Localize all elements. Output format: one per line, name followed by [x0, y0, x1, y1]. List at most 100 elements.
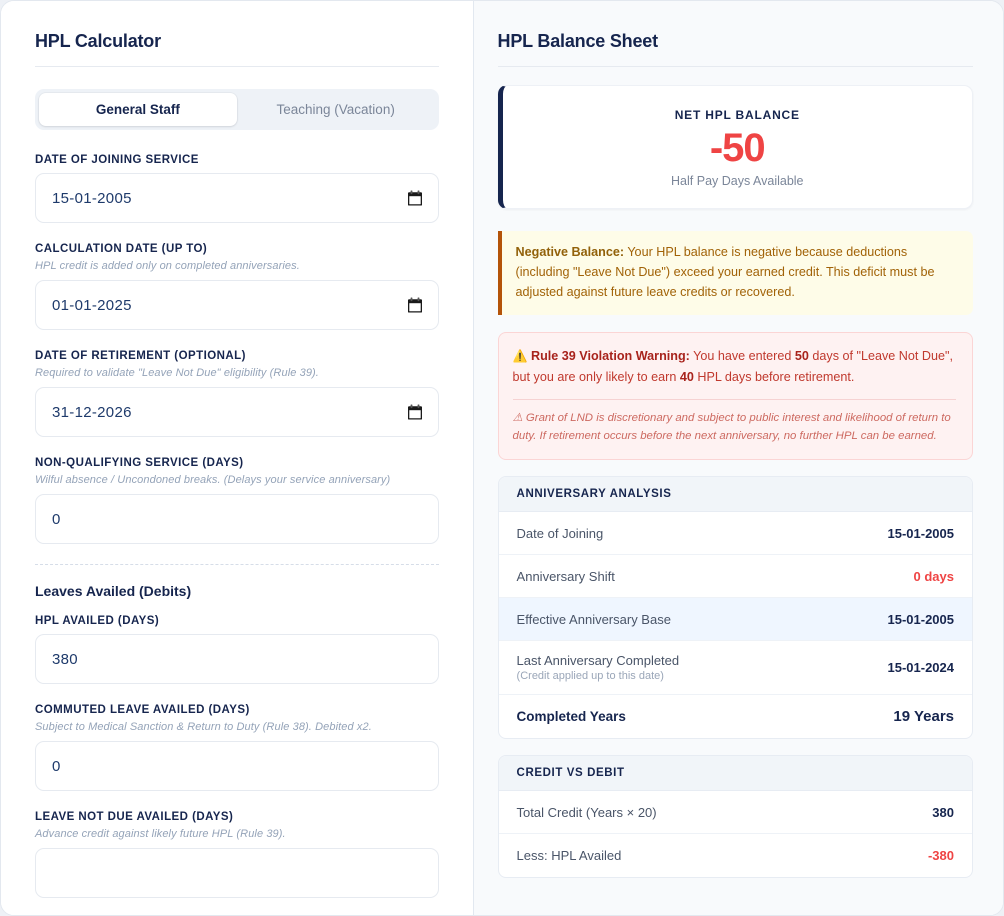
net-balance-card: NET HPL BALANCE -50 Half Pay Days Availa… [497, 85, 973, 209]
field-hint: Required to validate "Leave Not Due" eli… [35, 367, 319, 379]
row-label: Date of Joining [517, 526, 604, 541]
field-label: HPL AVAILED (DAYS) [35, 615, 160, 627]
row-value: 15-01-2005 [887, 611, 955, 627]
rule39-entered-days: 50 [794, 349, 809, 364]
field-label: LEAVE NOT DUE AVAILED (DAYS) [35, 811, 234, 823]
row-sublabel: (Credit applied up to this date) [516, 670, 664, 683]
input-value: 15-01-2005 [52, 189, 132, 207]
warning-triangle-icon: ⚠️ [512, 349, 528, 364]
field-date: DATE OF RETIREMENT (OPTIONAL) Required t… [35, 350, 439, 437]
table-row: Less: HPL Availed -380 [499, 834, 972, 877]
field-hint: HPL credit is added only on completed an… [35, 260, 300, 272]
negative-balance-alert: Negative Balance: Your HPL balance is ne… [497, 230, 973, 316]
primary-field-list: DATE OF JOINING SERVICE 15-01-2005 CALCU… [35, 154, 439, 544]
field-number: LEAVE NOT DUE AVAILED (DAYS) Advance cre… [35, 811, 439, 898]
rule39-alert-text-3: HPL days before retirement. [693, 369, 855, 384]
field-number: COMMUTED LEAVE AVAILED (DAYS) Subject to… [35, 704, 439, 791]
input-value: 01-01-2025 [52, 296, 132, 314]
table-row: Completed Years 19 Years [499, 695, 972, 738]
rule39-alert-text-2: days of "Leave Not Due", but you are onl… [512, 349, 953, 384]
field-number: NON-QUALIFYING SERVICE (DAYS) Wilful abs… [35, 457, 439, 544]
row-value: 380 [932, 804, 954, 820]
rule39-alert-title: Rule 39 Violation Warning: [531, 349, 690, 364]
field-label: DATE OF RETIREMENT (OPTIONAL) [35, 350, 246, 362]
rule39-alert-body: ⚠️ Rule 39 Violation Warning: You have e… [513, 346, 956, 386]
balance-sheet-title: HPL Balance Sheet [497, 31, 659, 51]
row-value: -380 [927, 848, 954, 864]
row-value: 15-01-2024 [887, 660, 955, 676]
staff-type-tabs: General Staff Teaching (Vacation) [35, 89, 439, 130]
summary-table: CREDIT VS DEBIT Total Credit (Years × 20… [497, 755, 973, 879]
input-value: 0 [52, 510, 61, 528]
row-label: Effective Anniversary Base [517, 612, 671, 627]
debit-field-list: HPL AVAILED (DAYS) 380 COMMUTED LEAVE AV… [35, 615, 439, 898]
row-value: 0 days [913, 568, 954, 584]
calendar-picker-icon[interactable] [407, 190, 422, 206]
field-label: DATE OF JOINING SERVICE [35, 154, 199, 166]
row-label-text: Less: HPL Availed [516, 848, 622, 864]
row-value: 15-01-2005 [887, 525, 955, 541]
row-label: Last Anniversary Completed (Credit applie… [517, 653, 680, 682]
field-hint: Wilful absence / Uncondoned breaks. (Del… [35, 474, 391, 486]
net-balance-subtitle: Half Pay Days Available [671, 173, 804, 188]
calculator-panel: HPL Calculator General Staff Teaching (V… [1, 1, 474, 915]
row-label-text: Anniversary Shift [516, 568, 615, 584]
rule39-alert-footnote: ⚠ Grant of LND is discretionary and subj… [513, 409, 956, 446]
calendar-picker-icon[interactable] [407, 297, 422, 313]
negative-balance-alert-title: Negative Balance: [515, 244, 625, 259]
title-divider [35, 66, 439, 67]
net-balance-label: NET HPL BALANCE [674, 108, 800, 122]
negative-balance-alert-text: Your HPL balance is negative because ded… [515, 244, 935, 299]
table-header: CREDIT VS DEBIT [498, 756, 972, 792]
row-label-text: Completed Years [516, 709, 626, 725]
input-field[interactable]: 31-12-2026 [35, 387, 439, 437]
table-row: Effective Anniversary Base 15-01-2005 [498, 598, 972, 642]
debits-heading: Leaves Availed (Debits) [35, 583, 192, 599]
field-label: COMMUTED LEAVE AVAILED (DAYS) [35, 704, 250, 716]
tab-label: Teaching (Vacation) [276, 102, 395, 117]
input-field[interactable]: 15-01-2005 [35, 173, 439, 223]
summary-tables: ANNIVERSARY ANALYSIS Date of Joining 15-… [497, 476, 973, 879]
row-label-text: Effective Anniversary Base [516, 611, 671, 627]
summary-table: ANNIVERSARY ANALYSIS Date of Joining 15-… [497, 476, 973, 740]
field-label: CALCULATION DATE (UP TO) [35, 243, 208, 255]
net-balance-value: -50 [709, 126, 766, 170]
balance-title-divider [497, 66, 973, 67]
section-divider [35, 564, 439, 565]
rule39-footnote-text: Grant of LND is discretionary and subjec… [512, 411, 951, 443]
input-field[interactable] [35, 848, 439, 898]
row-label-text: Last Anniversary Completed [516, 653, 680, 669]
row-label-text: Date of Joining [516, 525, 604, 541]
field-hint: Subject to Medical Sanction & Return to … [35, 721, 372, 733]
field-hint: Advance credit against likely future HPL… [35, 828, 286, 840]
row-label: Total Credit (Years × 20) [517, 805, 657, 820]
row-label: Completed Years [517, 709, 626, 724]
input-value: 31-12-2026 [52, 403, 132, 421]
tab-label: General Staff [95, 102, 180, 117]
table-row: Date of Joining 15-01-2005 [498, 512, 972, 556]
row-label: Less: HPL Availed [517, 848, 622, 863]
table-header: ANNIVERSARY ANALYSIS [498, 477, 972, 513]
row-label-text: Total Credit (Years × 20) [516, 804, 657, 820]
input-value: 380 [52, 650, 78, 668]
input-field[interactable]: 0 [35, 741, 439, 791]
calendar-picker-icon[interactable] [407, 404, 422, 420]
tab-teaching-vacation[interactable]: Teaching (Vacation) [237, 93, 435, 126]
field-date: CALCULATION DATE (UP TO) HPL credit is a… [35, 243, 439, 330]
tab-general-staff[interactable]: General Staff [39, 93, 237, 126]
input-field[interactable]: 01-01-2025 [35, 280, 439, 330]
input-field[interactable]: 0 [35, 494, 439, 544]
balance-sheet-panel: HPL Balance Sheet NET HPL BALANCE -50 Ha… [473, 1, 1003, 915]
row-label: Anniversary Shift [517, 569, 615, 584]
row-value: 19 Years [893, 708, 954, 726]
field-number: HPL AVAILED (DAYS) 380 [35, 615, 439, 684]
input-field[interactable]: 380 [35, 634, 439, 684]
rule39-alert-divider [512, 398, 956, 400]
table-row: Anniversary Shift 0 days [498, 555, 972, 599]
table-row: Last Anniversary Completed (Credit applie… [498, 641, 972, 696]
rule39-alert-text-1: You have entered [689, 349, 795, 364]
table-row: Total Credit (Years × 20) 380 [498, 791, 972, 835]
field-label: NON-QUALIFYING SERVICE (DAYS) [35, 457, 244, 469]
warning-outline-icon: ⚠ [512, 411, 523, 424]
